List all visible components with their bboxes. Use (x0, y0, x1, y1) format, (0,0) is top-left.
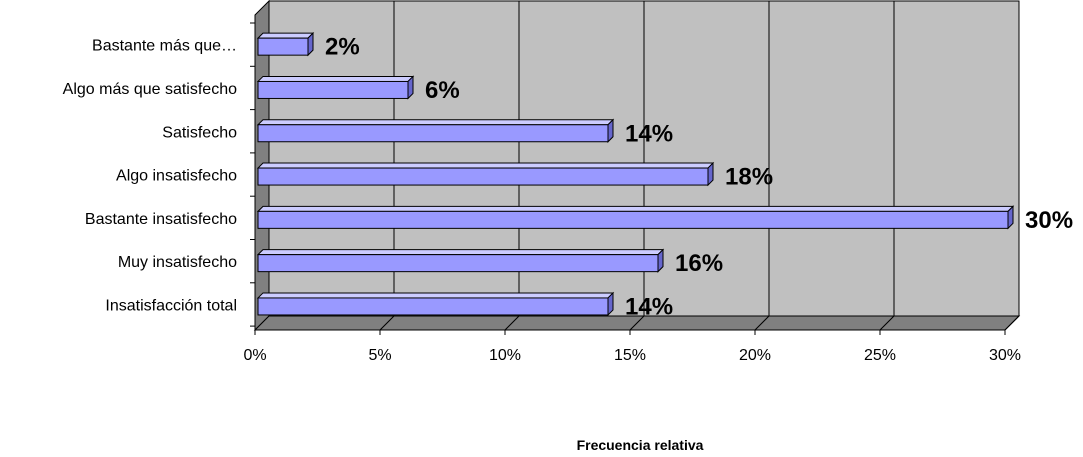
bar-front-face (257, 167, 709, 186)
bar-front-face (257, 124, 609, 143)
x-tick-label: 10% (489, 347, 521, 364)
category-label: Insatisfacción total (105, 297, 237, 314)
bar-top-face (256, 32, 315, 39)
x-tick-label: 15% (614, 347, 646, 364)
bar-front-face (257, 80, 409, 99)
bar-top-face (256, 75, 415, 82)
bar-top-face (256, 292, 615, 299)
gridline-floor (1004, 315, 1020, 331)
x-tick-label: 5% (368, 347, 391, 364)
gridline-floor (379, 315, 395, 331)
category-label: Muy insatisfecho (118, 254, 237, 271)
data-label: 2% (325, 34, 360, 61)
bars (256, 31, 1015, 317)
category-label: Bastante más que… (92, 38, 237, 55)
x-tick-label: 20% (739, 347, 771, 364)
bar-front-face (257, 37, 309, 56)
gridline-floor (879, 315, 895, 331)
bar (256, 118, 615, 143)
tick-labels: 0% 5% 10% 15% 20% 25% 30% (243, 347, 1021, 364)
x-tick-label: 30% (989, 347, 1021, 364)
axes (250, 15, 1006, 335)
bar-front-face (257, 254, 659, 273)
bar-top-face (256, 162, 715, 169)
bar (256, 205, 1015, 230)
x-tick-label: 25% (864, 347, 896, 364)
bar (256, 291, 615, 317)
gridline-floor (754, 315, 770, 331)
bar (256, 248, 665, 273)
x-axis-title: Frecuencia relativa (577, 437, 704, 453)
data-label: 14% (625, 120, 673, 147)
bar-top-face (256, 205, 1015, 212)
data-labels: 2%6%14%18%30%16%14% (325, 34, 1073, 321)
category-label: Bastante insatisfecho (85, 211, 237, 228)
data-label: 6% (425, 77, 460, 104)
category-label: Algo insatisfecho (116, 168, 237, 185)
gridline-floor (504, 315, 520, 331)
data-label: 18% (725, 164, 773, 191)
bar (256, 161, 715, 187)
bar-top-face (256, 249, 665, 256)
category-labels: Bastante más que… Algo más que satisfecho… (63, 38, 237, 315)
data-label: 16% (675, 250, 723, 277)
bar-front-face (257, 210, 1009, 229)
gridline-floor (629, 315, 645, 331)
data-label: 14% (625, 293, 673, 320)
category-label: Satisfecho (162, 124, 237, 141)
bar-front-face (257, 297, 609, 316)
x-tick-label: 0% (243, 347, 266, 364)
bar (256, 31, 315, 57)
bar-top-face (256, 119, 615, 126)
data-label: 30% (1025, 207, 1073, 234)
bar (256, 75, 415, 100)
category-label: Algo más que satisfecho (63, 81, 237, 98)
